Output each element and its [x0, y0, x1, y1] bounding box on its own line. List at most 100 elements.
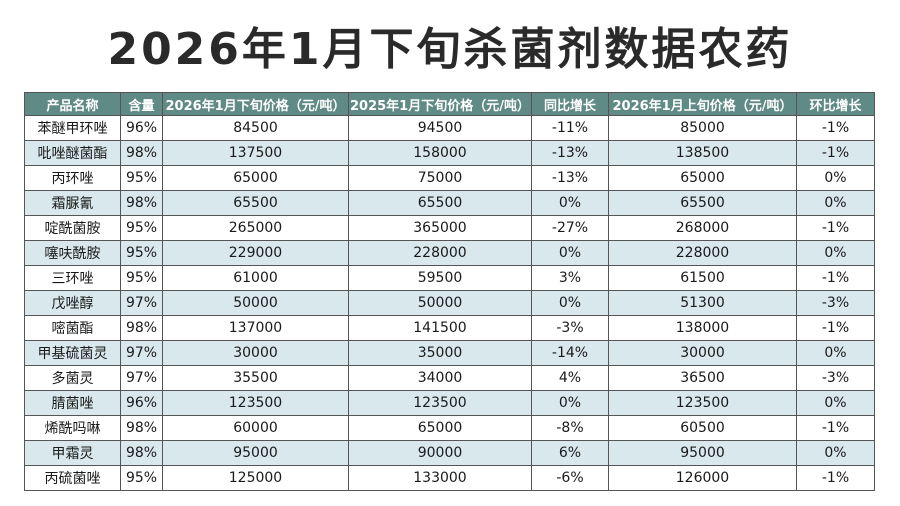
cell-price-2026-early-jan: 65500 [608, 190, 797, 216]
cell-mom-growth: -1% [796, 140, 875, 166]
cell-price-2025-late-jan: 158000 [348, 140, 532, 166]
header-price-2026-late-jan: 2026年1月下旬价格（元/吨） [162, 92, 349, 116]
cell-price-2026-early-jan: 95000 [608, 440, 797, 466]
cell-mom-growth: 0% [796, 190, 875, 216]
cell-price-2025-late-jan: 228000 [348, 240, 532, 266]
cell-price-2025-late-jan: 65000 [348, 415, 532, 441]
cell-mom-growth: 0% [796, 340, 875, 366]
cell-price-2025-late-jan: 65500 [348, 190, 532, 216]
cell-mom-growth: -1% [796, 265, 875, 291]
cell-content: 98% [120, 190, 163, 216]
cell-product-name: 多菌灵 [24, 365, 121, 391]
cell-price-2025-late-jan: 133000 [348, 465, 532, 491]
cell-mom-growth: -1% [796, 465, 875, 491]
cell-price-2026-early-jan: 65000 [608, 165, 797, 191]
cell-price-2026-late-jan: 84500 [162, 115, 349, 141]
cell-price-2025-late-jan: 90000 [348, 440, 532, 466]
cell-product-name: 腈菌唑 [24, 390, 121, 416]
cell-product-name: 三环唑 [24, 265, 121, 291]
cell-mom-growth: 0% [796, 440, 875, 466]
cell-product-name: 烯酰吗啉 [24, 415, 121, 441]
cell-yoy-growth: 0% [531, 240, 609, 266]
cell-content: 97% [120, 290, 163, 316]
cell-content: 96% [120, 115, 163, 141]
header-price-2026-early-jan: 2026年1月上旬价格（元/吨） [608, 92, 797, 116]
cell-price-2025-late-jan: 35000 [348, 340, 532, 366]
table-row: 多菌灵 97% 35500 34000 4% 36500 -3% [24, 365, 875, 391]
cell-price-2026-early-jan: 85000 [608, 115, 797, 141]
cell-price-2026-late-jan: 30000 [162, 340, 349, 366]
cell-price-2026-late-jan: 35500 [162, 365, 349, 391]
cell-price-2026-early-jan: 123500 [608, 390, 797, 416]
cell-price-2026-early-jan: 138500 [608, 140, 797, 166]
table-row: 三环唑 95% 61000 59500 3% 61500 -1% [24, 265, 875, 291]
cell-price-2026-late-jan: 50000 [162, 290, 349, 316]
cell-content: 98% [120, 140, 163, 166]
cell-mom-growth: -3% [796, 290, 875, 316]
cell-yoy-growth: 6% [531, 440, 609, 466]
cell-content: 98% [120, 415, 163, 441]
cell-yoy-growth: -14% [531, 340, 609, 366]
cell-product-name: 甲基硫菌灵 [24, 340, 121, 366]
cell-price-2026-late-jan: 137000 [162, 315, 349, 341]
cell-product-name: 嘧菌酯 [24, 315, 121, 341]
cell-mom-growth: -1% [796, 315, 875, 341]
cell-content: 95% [120, 240, 163, 266]
header-yoy-growth: 同比增长 [531, 92, 609, 116]
table-row: 戊唑醇 97% 50000 50000 0% 51300 -3% [24, 290, 875, 316]
cell-product-name: 啶酰菌胺 [24, 215, 121, 241]
cell-yoy-growth: -8% [531, 415, 609, 441]
cell-yoy-growth: -3% [531, 315, 609, 341]
price-table-container: 产品名称 含量 2026年1月下旬价格（元/吨） 2025年1月下旬价格（元/吨… [24, 92, 875, 491]
cell-price-2026-late-jan: 123500 [162, 390, 349, 416]
cell-mom-growth: -1% [796, 415, 875, 441]
cell-content: 97% [120, 365, 163, 391]
cell-price-2025-late-jan: 365000 [348, 215, 532, 241]
cell-product-name: 丙硫菌唑 [24, 465, 121, 491]
cell-product-name: 甲霜灵 [24, 440, 121, 466]
header-price-2025-late-jan: 2025年1月下旬价格（元/吨） [348, 92, 532, 116]
cell-mom-growth: 0% [796, 240, 875, 266]
cell-price-2025-late-jan: 50000 [348, 290, 532, 316]
cell-price-2026-late-jan: 265000 [162, 215, 349, 241]
cell-content: 95% [120, 265, 163, 291]
cell-price-2025-late-jan: 75000 [348, 165, 532, 191]
cell-price-2026-late-jan: 65500 [162, 190, 349, 216]
cell-content: 98% [120, 440, 163, 466]
cell-yoy-growth: -11% [531, 115, 609, 141]
cell-mom-growth: -1% [796, 215, 875, 241]
cell-content: 95% [120, 165, 163, 191]
cell-price-2026-late-jan: 95000 [162, 440, 349, 466]
cell-price-2026-late-jan: 229000 [162, 240, 349, 266]
cell-product-name: 霜脲氰 [24, 190, 121, 216]
table-row: 烯酰吗啉 98% 60000 65000 -8% 60500 -1% [24, 415, 875, 441]
cell-yoy-growth: -13% [531, 140, 609, 166]
cell-mom-growth: 0% [796, 390, 875, 416]
cell-yoy-growth: 0% [531, 390, 609, 416]
cell-price-2026-early-jan: 228000 [608, 240, 797, 266]
cell-content: 95% [120, 465, 163, 491]
page-title: 2026年1月下旬杀菌剂数据农药 [107, 24, 793, 75]
cell-yoy-growth: -13% [531, 165, 609, 191]
cell-price-2026-early-jan: 36500 [608, 365, 797, 391]
table-row: 吡唑醚菌酯 98% 137500 158000 -13% 138500 -1% [24, 140, 875, 166]
cell-yoy-growth: -6% [531, 465, 609, 491]
cell-price-2026-late-jan: 65000 [162, 165, 349, 191]
cell-mom-growth: -1% [796, 115, 875, 141]
cell-price-2026-early-jan: 268000 [608, 215, 797, 241]
cell-mom-growth: -3% [796, 365, 875, 391]
cell-product-name: 苯醚甲环唑 [24, 115, 121, 141]
table-row: 甲基硫菌灵 97% 30000 35000 -14% 30000 0% [24, 340, 875, 366]
cell-yoy-growth: 0% [531, 290, 609, 316]
cell-price-2026-early-jan: 61500 [608, 265, 797, 291]
cell-price-2025-late-jan: 34000 [348, 365, 532, 391]
header-content: 含量 [120, 92, 163, 116]
table-row: 苯醚甲环唑 96% 84500 94500 -11% 85000 -1% [24, 115, 875, 141]
price-table: 产品名称 含量 2026年1月下旬价格（元/吨） 2025年1月下旬价格（元/吨… [24, 92, 875, 491]
cell-price-2025-late-jan: 59500 [348, 265, 532, 291]
cell-price-2025-late-jan: 94500 [348, 115, 532, 141]
cell-mom-growth: 0% [796, 165, 875, 191]
cell-product-name: 戊唑醇 [24, 290, 121, 316]
table-row: 霜脲氰 98% 65500 65500 0% 65500 0% [24, 190, 875, 216]
cell-price-2026-late-jan: 60000 [162, 415, 349, 441]
